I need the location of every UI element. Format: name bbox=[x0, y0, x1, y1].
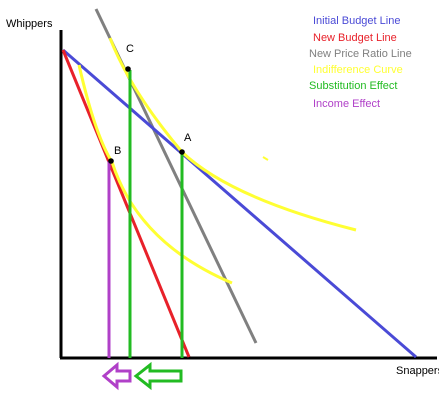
legend-substitution: Substitution Effect bbox=[309, 80, 397, 92]
substitution-effect-arrow bbox=[133, 361, 183, 391]
legend-initial-budget: Initial Budget Line bbox=[313, 15, 400, 27]
point-a-label: A bbox=[184, 132, 192, 144]
legend-new-price-ratio: New Price Ratio Line bbox=[309, 48, 412, 60]
legend-income: Income Effect bbox=[313, 98, 380, 110]
legend: Initial Budget Line New Budget Line New … bbox=[309, 15, 412, 110]
indifference-curve-low bbox=[77, 64, 233, 285]
income-effect-arrow bbox=[101, 361, 132, 391]
new-budget-line bbox=[61, 49, 191, 358]
legend-new-budget: New Budget Line bbox=[313, 32, 397, 44]
point-c-label: C bbox=[126, 43, 134, 55]
indifference-curve-tick bbox=[262, 156, 269, 161]
x-axis-label: Snappers bbox=[396, 365, 439, 377]
point-a-marker bbox=[179, 149, 185, 155]
point-b-label: B bbox=[114, 145, 121, 157]
point-c-marker bbox=[125, 66, 131, 72]
legend-indifference: Indifference Curve bbox=[313, 64, 403, 76]
initial-budget-line bbox=[62, 48, 417, 359]
y-axis-label: Whippers bbox=[6, 18, 53, 30]
point-b-marker bbox=[108, 158, 114, 164]
